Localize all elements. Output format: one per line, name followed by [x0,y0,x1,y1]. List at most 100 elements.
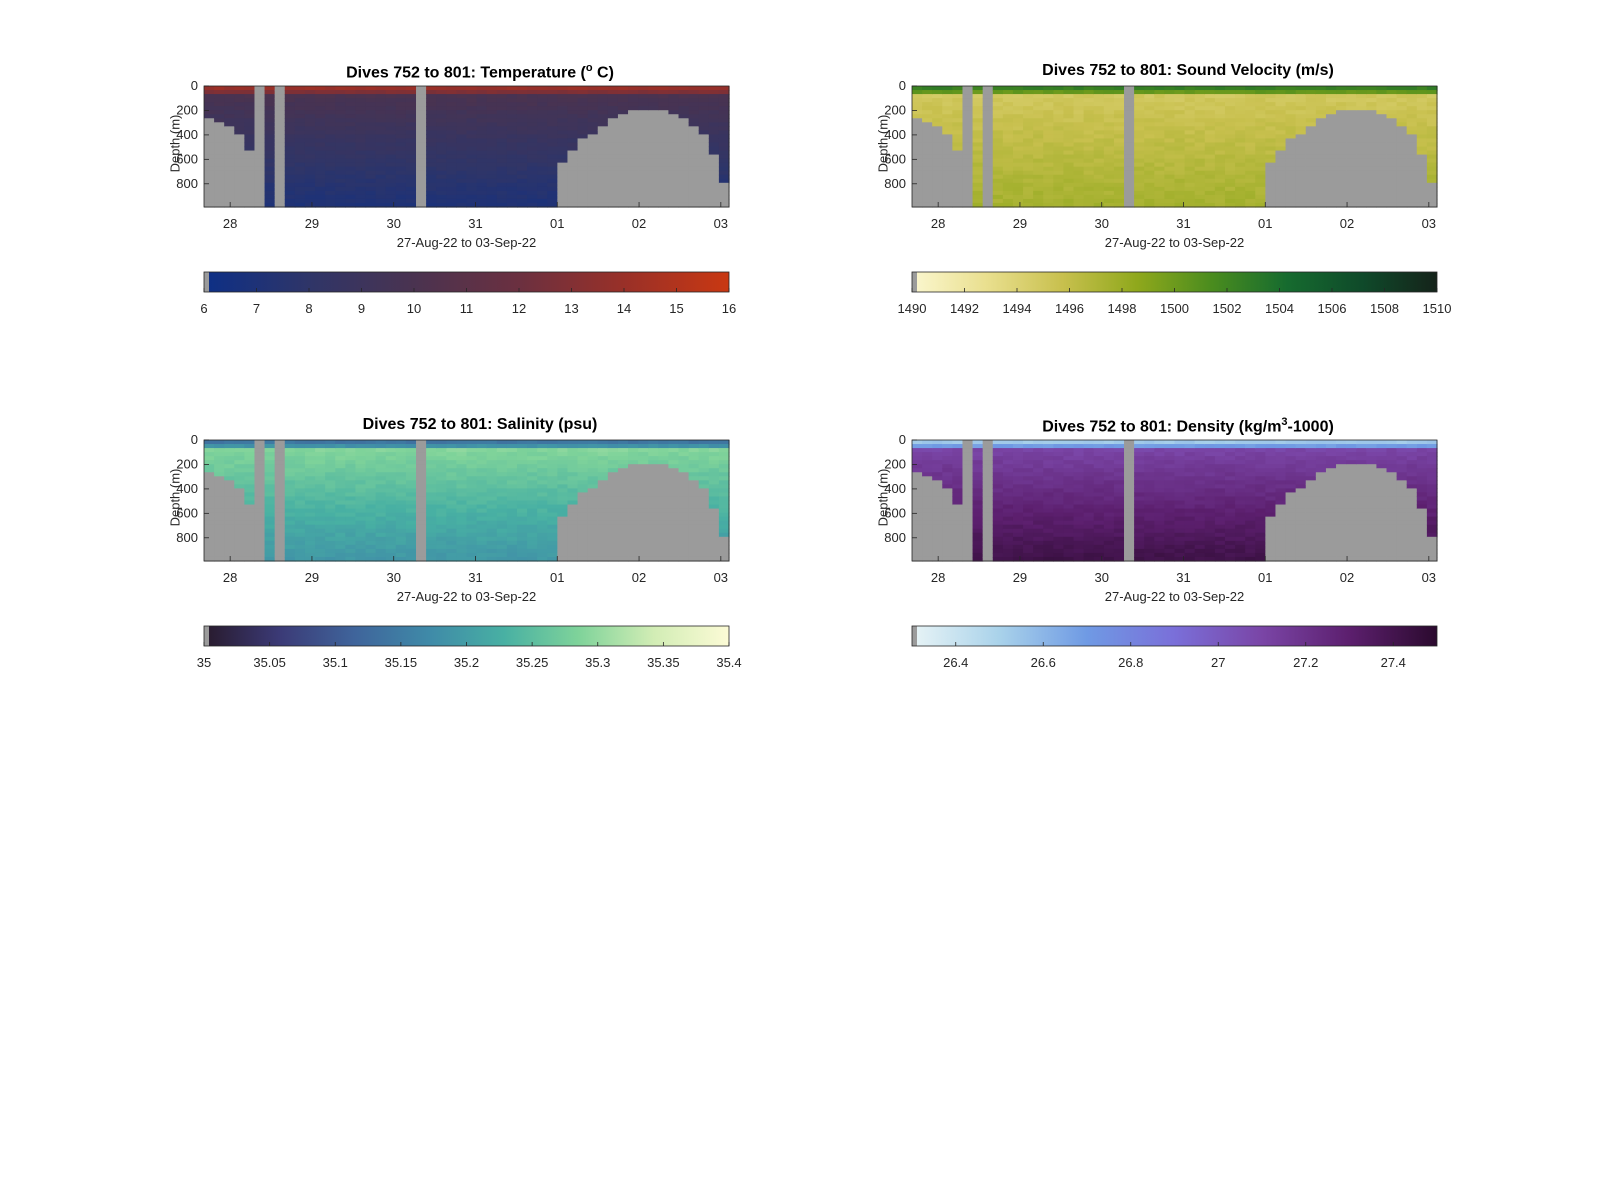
heatmap-cell [1305,198,1317,204]
heatmap-cell [264,154,276,160]
heatmap-cell [355,548,367,554]
heatmap-cell [476,174,488,180]
heatmap-cell [1012,142,1024,148]
heatmap-cell [1043,166,1054,172]
heatmap-cell [718,170,730,176]
heatmap-cell [557,484,569,489]
heatmap-cell [1376,154,1388,160]
heatmap-cell [1386,102,1398,107]
heatmap-cell [304,460,316,465]
heatmap-cell [1033,186,1044,192]
heatmap-cell [638,440,649,445]
heatmap-cell [224,142,235,148]
heatmap-cell [466,158,478,164]
heatmap-cell [355,190,367,196]
heatmap-cell [1396,150,1408,156]
heatmap-cell [466,532,478,538]
heatmap-cell [466,556,478,562]
heatmap-cell [1164,154,1176,160]
heatmap-cell [1386,202,1398,208]
heatmap-cell [516,138,528,144]
heatmap-cell [416,98,427,103]
heatmap-cell [365,496,377,502]
heatmap-cell [486,154,498,160]
heatmap-cell [395,198,407,204]
heatmap-cell [1204,162,1216,168]
heatmap-cell [597,520,609,526]
heatmap-cell [1376,114,1388,119]
heatmap-cell [1204,166,1216,172]
heatmap-cell [375,476,387,481]
heatmap-cell [718,162,730,168]
heatmap-cell [527,106,538,111]
heatmap-cell [416,508,427,514]
heatmap-cell [547,500,558,506]
heatmap-cell [932,540,943,546]
heatmap-cell [264,556,276,562]
heatmap-cell [294,102,306,107]
heatmap-cell [214,178,225,184]
heatmap-cell [284,102,296,107]
heatmap-cell [1245,166,1256,172]
heatmap-cell [365,122,377,127]
heatmap-cell [922,86,933,91]
heatmap-cell [972,122,984,127]
heatmap-cell [264,146,276,152]
heatmap-cell [1194,178,1206,184]
heatmap-cell [466,444,478,449]
y-tick-label: 400 [176,127,198,142]
chart-title: Dives 752 to 801: Sound Velocity (m/s) [918,62,1458,80]
heatmap-cell [557,134,569,140]
heatmap-cell [446,480,458,485]
heatmap-cell [335,154,346,160]
heatmap-cell [658,166,670,172]
heatmap-cell [982,154,994,160]
heatmap-cell [577,532,589,538]
heatmap-cell [436,118,447,123]
heatmap-cell [1012,98,1024,103]
heatmap-cell [395,488,407,494]
heatmap-cell [1224,190,1236,196]
heatmap-cell [1416,110,1428,115]
heatmap-cell [628,472,639,477]
heatmap-cell [628,552,639,558]
heatmap-cell [436,504,447,510]
heatmap-cell [516,158,528,164]
heatmap-cell [224,202,235,208]
heatmap-cell [385,536,397,542]
heatmap-cell [678,504,690,510]
heatmap-cell [688,468,700,473]
heatmap-cell [607,444,619,449]
heatmap-cell [1285,182,1297,188]
heatmap-cell [274,476,286,481]
heatmap-cell [557,190,569,196]
heatmap-cell [1295,190,1307,196]
heatmap-cell [395,444,407,449]
x-tick-label: 28 [223,216,237,231]
heatmap-cell [315,468,326,473]
heatmap-cell [638,544,649,550]
heatmap-cell [416,90,427,95]
heatmap-cell [698,130,710,135]
heatmap-cell [496,536,508,542]
heatmap-cell [547,528,558,534]
heatmap-cell [557,126,569,131]
heatmap-cell [1376,174,1388,180]
heatmap-cell [567,492,579,498]
heatmap-cell [1255,98,1266,103]
heatmap-cell [1356,158,1367,164]
heatmap-cell [597,106,609,111]
heatmap-cell [678,114,690,119]
heatmap-cell [942,520,953,526]
heatmap-cell [476,460,488,465]
heatmap-cell [315,476,326,481]
heatmap-cell [375,456,387,461]
heatmap-cell [678,166,690,172]
heatmap-cell [274,162,286,168]
heatmap-cell [1275,158,1287,164]
heatmap-cell [506,492,518,498]
heatmap-cell [617,142,629,148]
heatmap-cell [932,90,943,95]
heatmap-cell [1012,178,1024,184]
heatmap-cell [1194,122,1206,127]
